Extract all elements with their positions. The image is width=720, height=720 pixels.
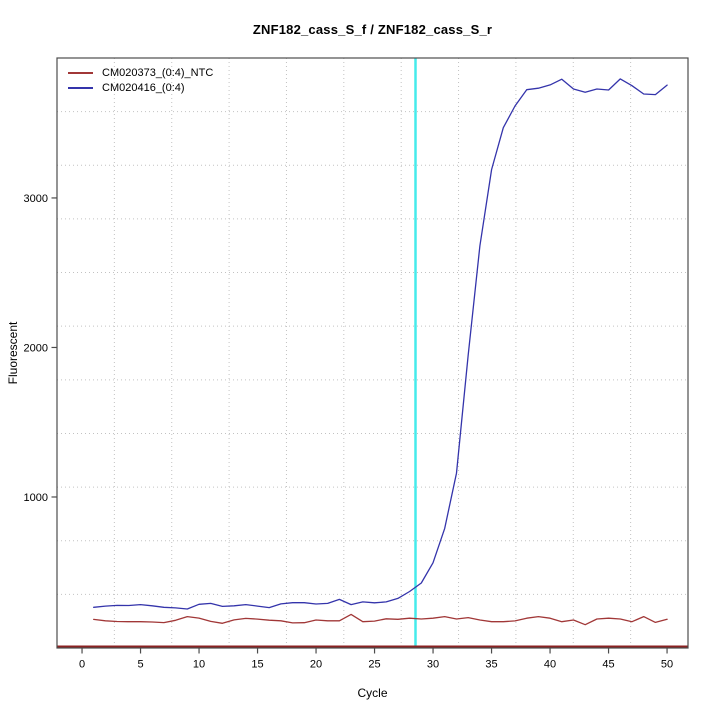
legend-line-swatch [68, 86, 93, 89]
chart-title: ZNF182_cass_S_f / ZNF182_cass_S_r [252, 22, 493, 37]
gridlines [57, 58, 688, 648]
x-tick-label: 10 [193, 659, 205, 671]
legend: CM020373_(0:4)_NTC CM020416_(0:4) [68, 66, 213, 95]
x-tick-label: 15 [251, 659, 263, 671]
x-axis-label: Cycle [357, 686, 388, 700]
x-axis: 0 5 10 15 20 25 30 35 40 45 50 [79, 648, 673, 671]
x-tick-label: 35 [485, 659, 497, 671]
plot-border [56, 57, 689, 649]
legend-line-swatch [68, 72, 93, 75]
x-tick-label: 0 [79, 659, 85, 671]
x-tick-label: 40 [544, 659, 556, 671]
x-tick-label: 50 [661, 659, 673, 671]
y-tick-label: 1000 [24, 492, 48, 504]
series-line-CM020373_(0:4)_NTC [93, 613, 668, 626]
legend-label: CM020416_(0:4) [102, 81, 185, 94]
x-tick-label: 45 [602, 659, 614, 671]
series-line-CM020416_(0:4) [93, 78, 668, 610]
x-tick-label: 25 [368, 659, 380, 671]
legend-label: CM020373_(0:4)_NTC [102, 67, 214, 80]
legend-item: CM020373_(0:4)_NTC [68, 66, 213, 81]
x-tick-label: 5 [137, 659, 143, 671]
legend-item: CM020416_(0:4) [68, 81, 213, 96]
y-tick-label: 3000 [24, 193, 48, 205]
x-tick-label: 20 [310, 659, 322, 671]
y-tick-label: 2000 [24, 342, 48, 354]
x-tick-label: 30 [427, 659, 439, 671]
y-axis: 1000 2000 3000 [24, 193, 57, 504]
